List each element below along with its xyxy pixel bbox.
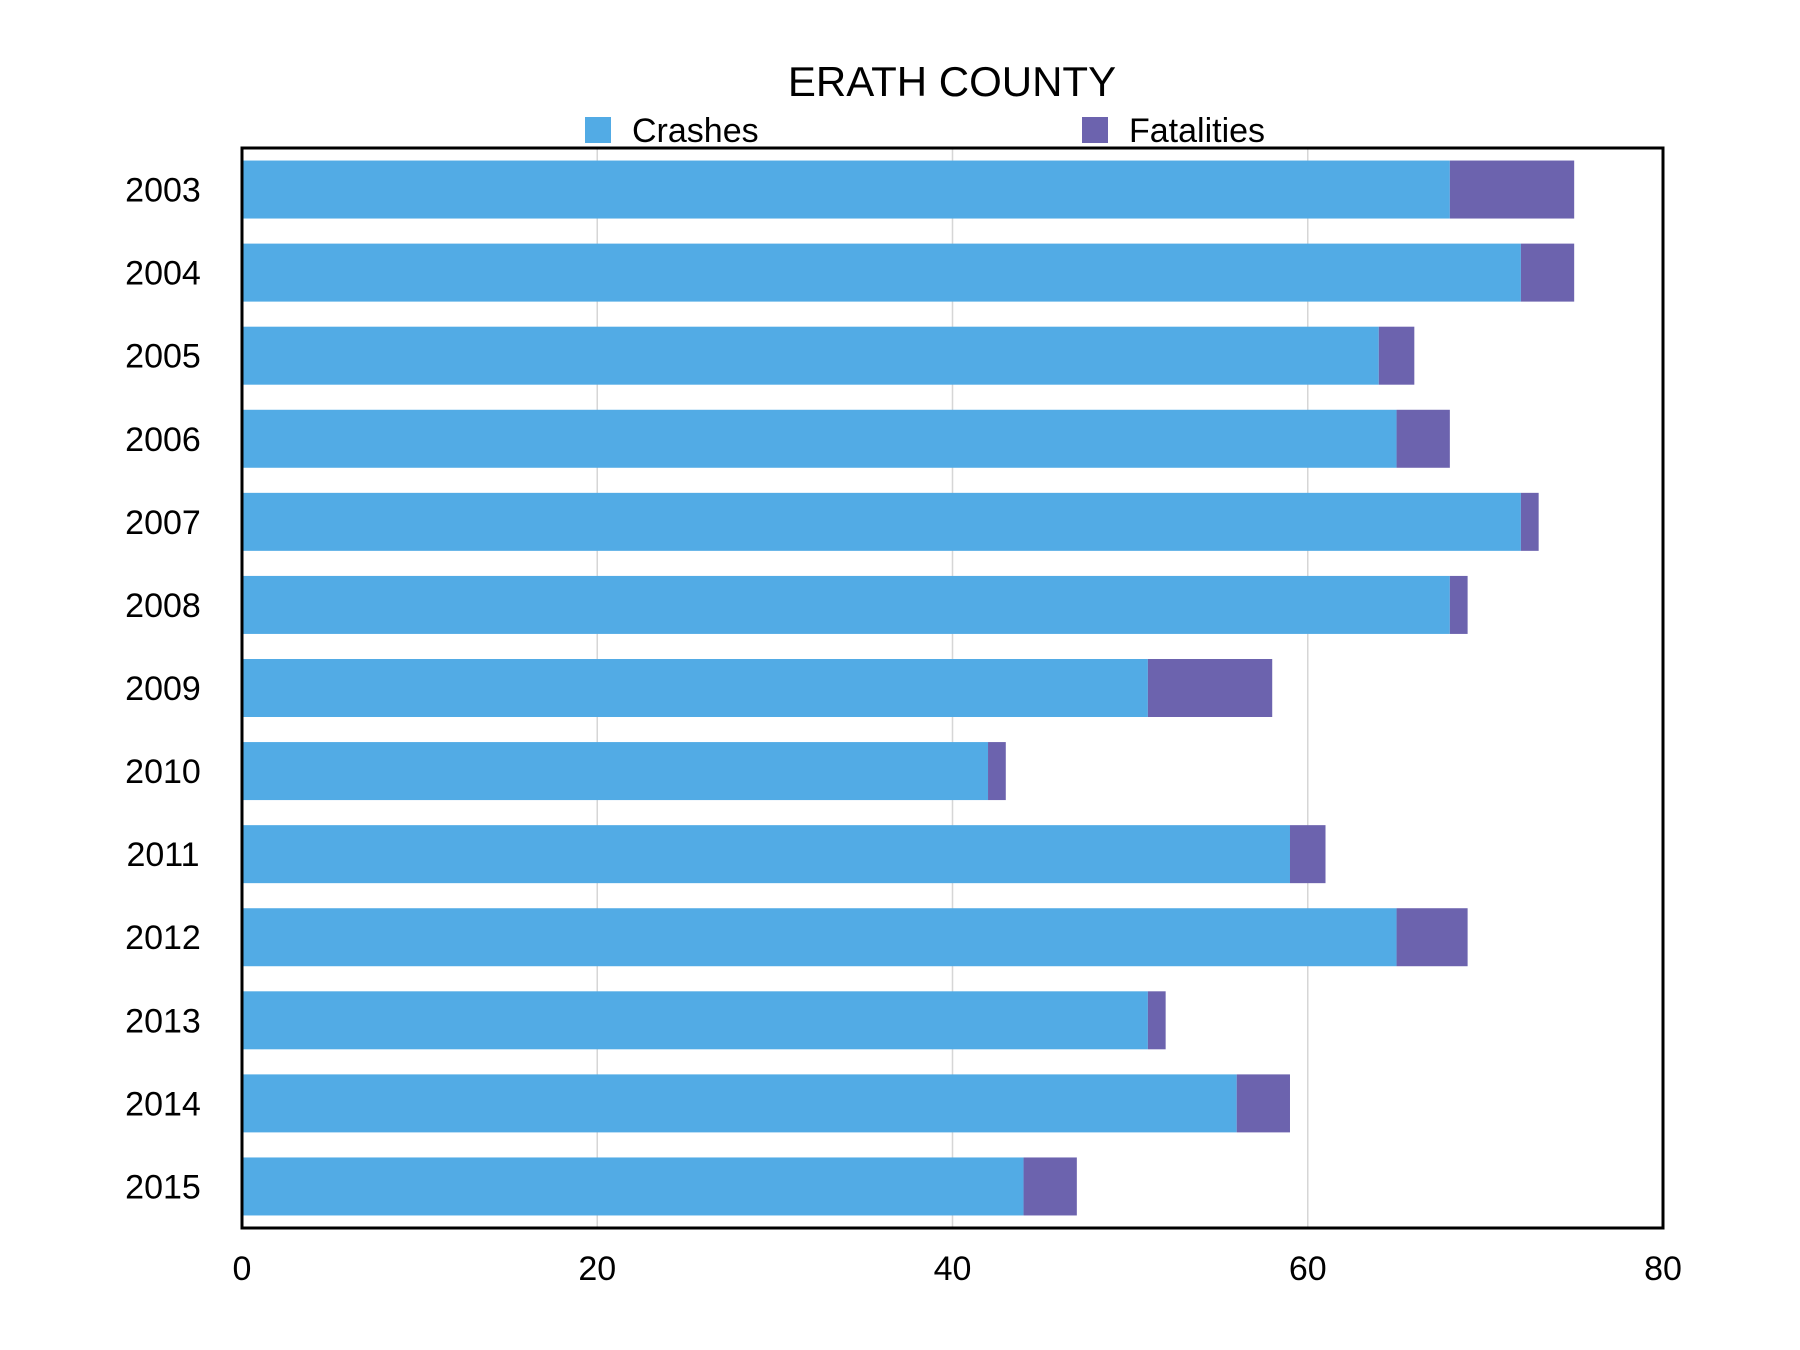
- bar-crashes-2014: [242, 1074, 1237, 1133]
- bar-crashes-2013: [242, 991, 1148, 1050]
- bar-crashes-2007: [242, 492, 1521, 551]
- bar-crashes-2012: [242, 908, 1397, 967]
- y-tick-label: 2009: [125, 670, 201, 708]
- plot-frame: [240, 146, 1665, 1230]
- x-tick-label: 0: [233, 1250, 252, 1288]
- bar-fatalities-2009: [1147, 659, 1273, 717]
- bar-crashes-2011: [242, 825, 1290, 884]
- bar-fatalities-2007: [1520, 492, 1539, 551]
- x-tick-labels: 0 20 40 60 80: [233, 1250, 1682, 1288]
- y-tick-label: 2015: [125, 1168, 201, 1206]
- bar-crashes-2005: [242, 326, 1379, 385]
- y-tick-label: 2014: [125, 1085, 201, 1123]
- legend-label-crashes: Crashes: [632, 112, 759, 150]
- y-tick-label: 2012: [125, 919, 201, 957]
- chart-title: ERATH COUNTY: [788, 58, 1116, 105]
- bar-crashes-2006: [242, 409, 1397, 468]
- x-tick-label: 40: [934, 1250, 972, 1288]
- bar-crashes-2015: [242, 1157, 1024, 1216]
- bar-fatalities-2015: [1023, 1157, 1077, 1216]
- bar-fatalities-2006: [1396, 409, 1450, 468]
- y-tick-label: 2006: [125, 421, 201, 459]
- y-tick-label: 2007: [125, 504, 201, 542]
- y-tick-label: 2003: [125, 172, 201, 210]
- bar-fatalities-2013: [1147, 991, 1166, 1050]
- bar-crashes-2008: [242, 575, 1450, 634]
- x-tick-label: 20: [578, 1250, 616, 1288]
- legend: Crashes Fatalities: [585, 112, 1265, 150]
- bar-fatalities-2012: [1396, 908, 1468, 967]
- bar-crashes-2003: [242, 160, 1450, 219]
- x-tick-label: 60: [1289, 1250, 1327, 1288]
- y-tick-label: 2005: [125, 338, 201, 376]
- y-tick-labels: 2003 2004 2005 2006 2007 2008 2009 2010 2011 2012…: [125, 172, 201, 1207]
- bars: [242, 160, 1575, 1216]
- y-tick-label: 2008: [125, 587, 201, 625]
- legend-label-fatalities: Fatalities: [1129, 112, 1265, 150]
- y-tick-label: 2013: [125, 1002, 201, 1040]
- x-tick-label: 80: [1644, 1250, 1682, 1288]
- y-tick-label: 2011: [126, 836, 199, 874]
- bar-crashes-2009: [242, 659, 1148, 717]
- bar-fatalities-2008: [1449, 575, 1468, 634]
- bar-fatalities-2003: [1449, 160, 1575, 219]
- bar-crashes-2010: [242, 742, 989, 801]
- bar-fatalities-2004: [1520, 243, 1575, 302]
- bar-fatalities-2010: [988, 742, 1006, 801]
- bar-crashes-2004: [242, 243, 1521, 302]
- bar-fatalities-2005: [1378, 326, 1415, 385]
- y-tick-label: 2010: [125, 753, 201, 791]
- y-tick-label: 2004: [125, 255, 201, 293]
- bar-fatalities-2014: [1236, 1074, 1290, 1133]
- legend-swatch-crashes: [585, 117, 611, 143]
- legend-swatch-fatalities: [1082, 117, 1108, 143]
- bar-fatalities-2011: [1289, 825, 1326, 884]
